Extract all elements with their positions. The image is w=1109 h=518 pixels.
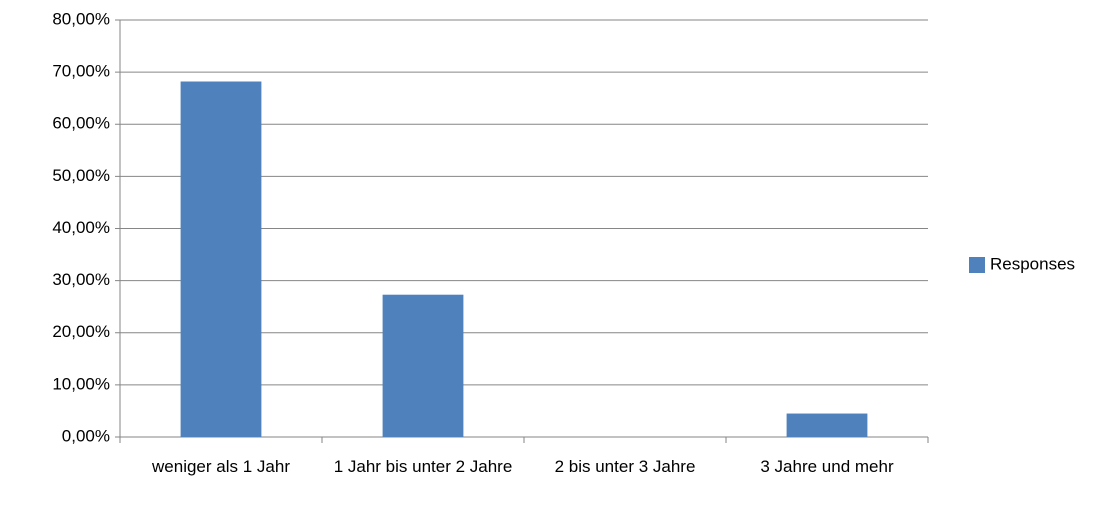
bar <box>382 294 464 437</box>
y-tick-label: 20,00% <box>52 322 110 341</box>
legend-swatch <box>969 257 985 273</box>
bar <box>180 81 262 437</box>
bar <box>786 413 868 437</box>
x-tick-label: 1 Jahr bis unter 2 Jahre <box>333 457 513 476</box>
y-tick-label: 60,00% <box>52 114 110 133</box>
legend-label: Responses <box>990 254 1075 273</box>
y-tick-label: 10,00% <box>52 374 110 393</box>
y-tick-label: 30,00% <box>52 270 110 289</box>
x-tick-label: 3 Jahre und mehr <box>760 457 894 476</box>
y-tick-label: 40,00% <box>52 218 110 237</box>
y-tick-label: 70,00% <box>52 62 110 81</box>
x-tick-label: 2 bis unter 3 Jahre <box>554 457 696 476</box>
y-tick-label: 80,00% <box>52 9 110 28</box>
x-tick-label: weniger als 1 Jahr <box>152 457 290 476</box>
y-tick-label: 0,00% <box>62 426 110 445</box>
y-tick-label: 50,00% <box>52 166 110 185</box>
